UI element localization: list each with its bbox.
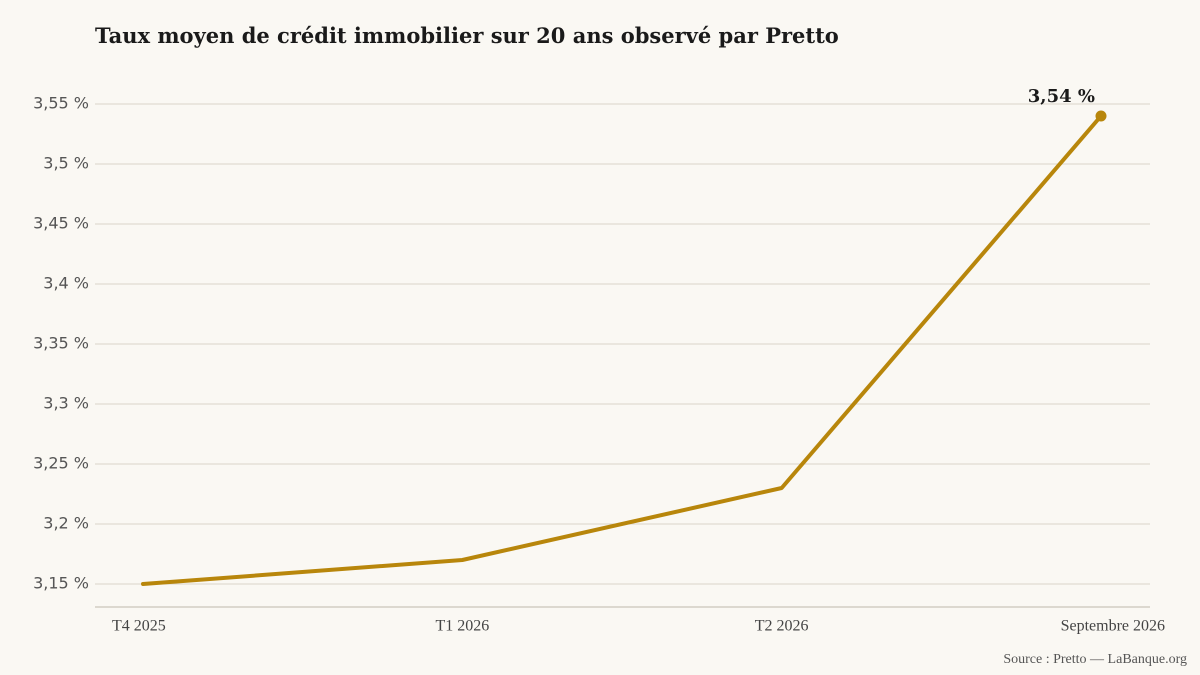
chart-source: Source : Pretto — LaBanque.org [1003, 652, 1187, 667]
y-tick-label: 3,55 % [33, 94, 89, 113]
y-tick-label: 3,35 % [33, 334, 89, 353]
x-tick-label: T1 2026 [435, 618, 489, 635]
y-tick-label: 3,45 % [33, 214, 89, 233]
x-tick-label: T2 2026 [755, 618, 809, 635]
y-tick-label: 3,2 % [43, 514, 89, 533]
y-axis-ticks: 3,15 % 3,2 % 3,25 % 3,3 % 3,35 % 3,4 % 3,45 % 3… [33, 94, 89, 593]
y-tick-label: 3,15 % [33, 574, 89, 593]
data-label: 3,54 % [1028, 86, 1095, 107]
series-layer [141, 114, 1103, 586]
y-tick-label: 3,3 % [43, 394, 89, 413]
series-line [141, 114, 1103, 586]
annotations: 3,54 % [1028, 86, 1107, 122]
x-tick-label: T4 2025 [112, 618, 166, 635]
x-axis-ticks: T4 2025 T1 2026 T2 2026 Septembre 2026 [112, 618, 1165, 635]
y-tick-label: 3,4 % [43, 274, 89, 293]
y-tick-label: 3,5 % [43, 154, 89, 173]
grid-lines [95, 103, 1150, 585]
data-point [1095, 110, 1107, 122]
x-tick-label: Septembre 2026 [1061, 618, 1165, 635]
y-tick-label: 3,25 % [33, 454, 89, 473]
chart-title: Taux moyen de crédit immobilier sur 20 a… [95, 23, 839, 48]
